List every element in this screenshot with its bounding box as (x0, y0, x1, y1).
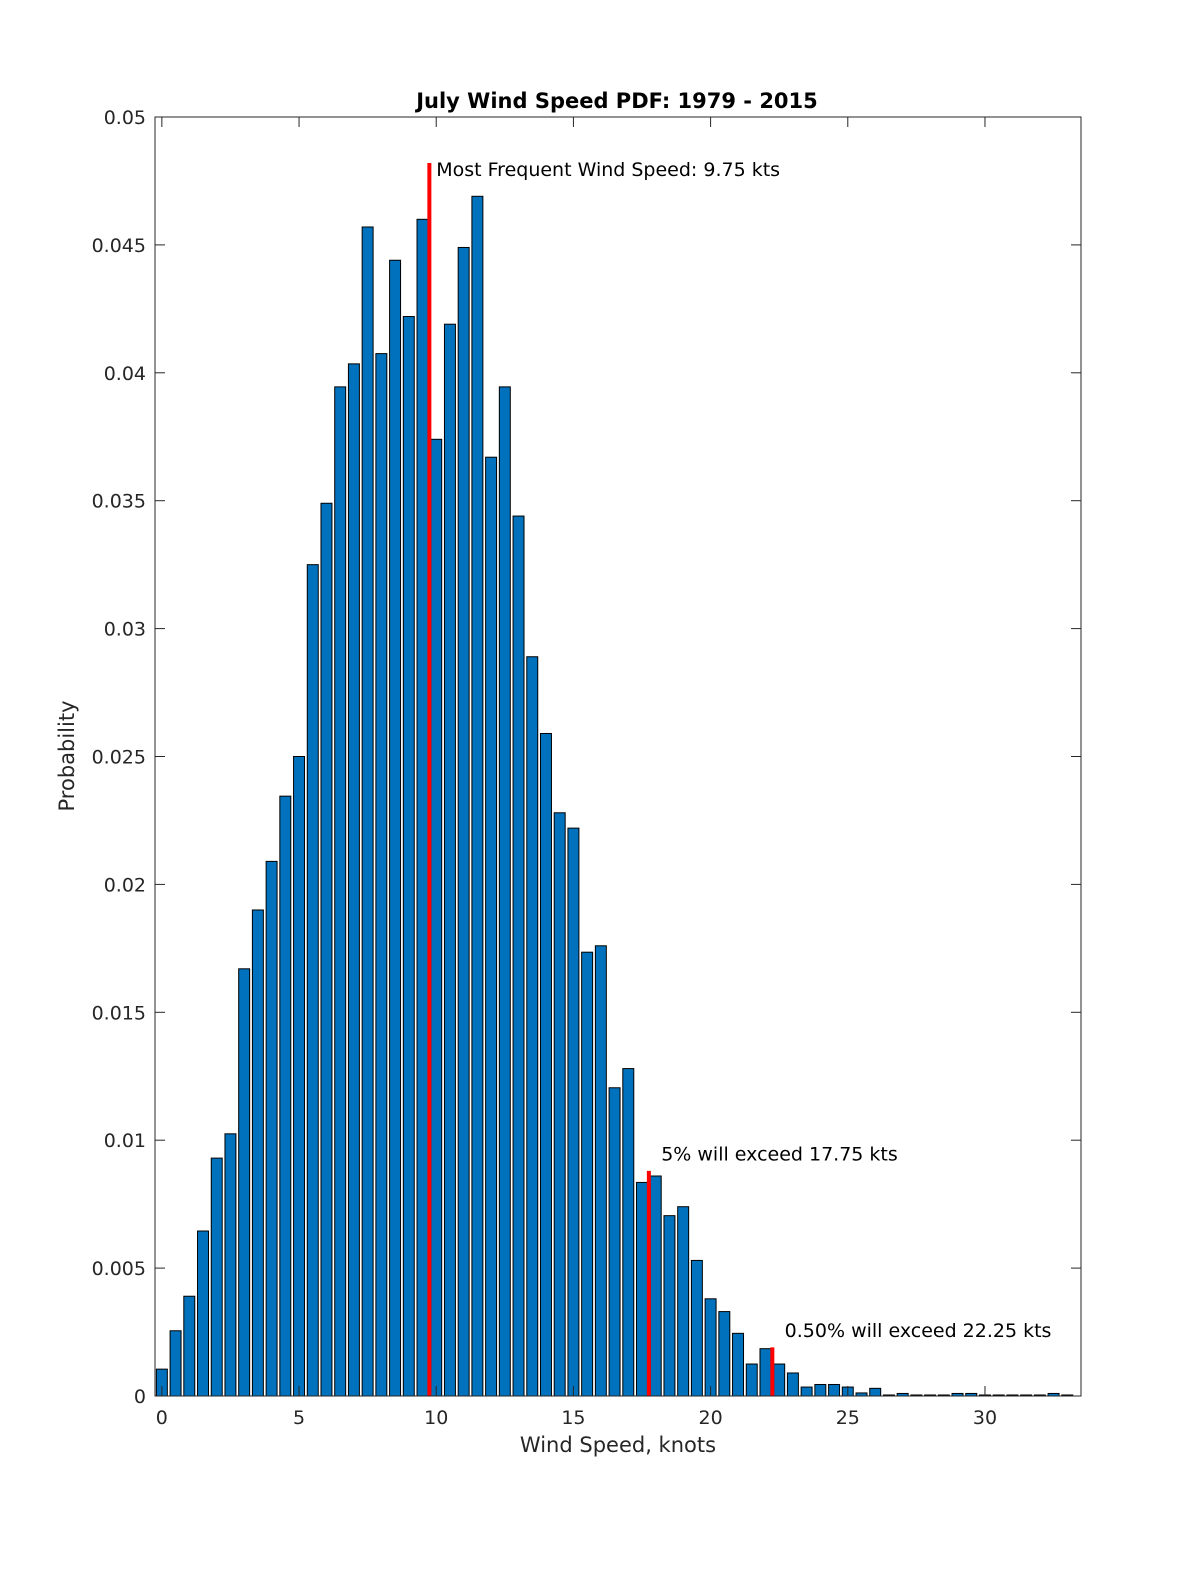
bar (224, 1133, 237, 1397)
bar (265, 860, 278, 1397)
bar (416, 218, 429, 1397)
marker-label: 0.50% will exceed 22.25 kts (785, 1320, 1052, 1342)
bar (389, 259, 402, 1397)
bar (594, 945, 607, 1397)
bar (183, 1295, 196, 1397)
bar (498, 386, 511, 1397)
bar (608, 1087, 621, 1397)
marker-label: 5% will exceed 17.75 kts (661, 1144, 898, 1166)
bar (800, 1386, 813, 1397)
bar (279, 795, 292, 1397)
y-tick-label: 0.015 (92, 1002, 146, 1024)
y-tick-label: 0.045 (92, 235, 146, 257)
y-tick-label: 0.04 (104, 363, 146, 385)
y-tick-label: 0.01 (104, 1130, 146, 1152)
bar (690, 1259, 703, 1397)
bar (457, 246, 470, 1397)
bar (718, 1311, 731, 1397)
bar (663, 1215, 676, 1397)
bar (430, 438, 443, 1397)
bar (361, 226, 374, 1397)
x-tick-label: 10 (424, 1407, 448, 1429)
x-tick-label: 30 (973, 1407, 997, 1429)
bar (375, 353, 388, 1397)
bar (828, 1383, 841, 1397)
bar (512, 515, 525, 1397)
y-tick-label: 0.02 (104, 874, 146, 896)
bar (567, 827, 580, 1397)
x-axis-label: Wind Speed, knots (520, 1433, 716, 1457)
x-tick-label: 0 (156, 1407, 168, 1429)
bar (759, 1348, 772, 1397)
y-axis: 0 0.005 0.01 0.015 0.02 0.025 0.03 0.035 0.04 0.0… (92, 107, 1081, 1408)
y-tick-label: 0.03 (104, 619, 146, 641)
bar (443, 323, 456, 1397)
bar (320, 502, 333, 1397)
bar (539, 732, 552, 1397)
y-tick-label: 0 (134, 1386, 146, 1408)
bar (649, 1175, 662, 1397)
bar (869, 1387, 882, 1397)
bar (732, 1332, 745, 1397)
bar (745, 1363, 758, 1397)
bar (210, 1157, 223, 1397)
bar (402, 316, 415, 1397)
bar (169, 1330, 182, 1397)
y-tick-label: 0.005 (92, 1258, 146, 1280)
bar (553, 812, 566, 1397)
y-tick-label: 0.025 (92, 747, 146, 769)
bar (485, 456, 498, 1397)
bar (704, 1298, 717, 1397)
bar (581, 951, 594, 1397)
bar (251, 909, 264, 1397)
y-tick-label: 0.05 (104, 107, 146, 129)
x-axis: 0 5 10 15 20 25 30 (156, 117, 997, 1429)
bar (773, 1363, 786, 1397)
marker-label: Most Frequent Wind Speed: 9.75 kts (436, 159, 780, 181)
bar (814, 1383, 827, 1397)
x-tick-label: 15 (561, 1407, 585, 1429)
bar (786, 1372, 799, 1397)
bar (306, 564, 319, 1397)
x-tick-label: 20 (699, 1407, 723, 1429)
x-tick-label: 5 (293, 1407, 305, 1429)
x-tick-label: 25 (836, 1407, 860, 1429)
bar (677, 1206, 690, 1397)
plot-frame (154, 116, 1082, 1397)
markers-group: Most Frequent Wind Speed: 9.75 kts 5% wil… (427, 159, 1052, 1396)
bar (238, 968, 251, 1397)
bar (347, 363, 360, 1397)
y-axis-label: Probability (55, 700, 79, 811)
bar (471, 195, 484, 1397)
chart-title: July Wind Speed PDF: 1979 - 2015 (414, 89, 818, 113)
bar (636, 1181, 648, 1397)
bar (334, 386, 347, 1397)
bar (197, 1230, 209, 1397)
bar (293, 756, 306, 1397)
bar (622, 1068, 635, 1397)
bar (526, 656, 539, 1397)
y-tick-label: 0.035 (92, 491, 146, 513)
